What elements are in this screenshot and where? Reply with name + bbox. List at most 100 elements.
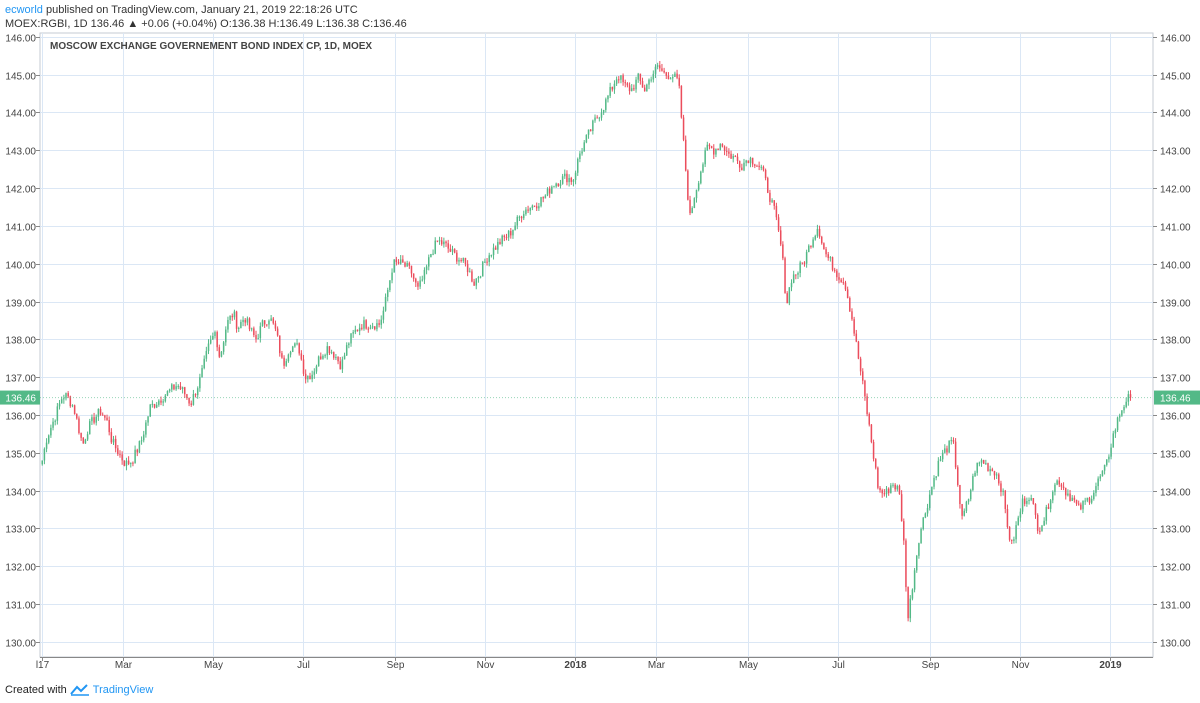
candle-down bbox=[527, 209, 529, 211]
candle-up bbox=[1015, 525, 1017, 540]
candle-up bbox=[1090, 499, 1093, 503]
candle-up bbox=[175, 386, 177, 390]
candle-up bbox=[805, 251, 808, 264]
candle-up bbox=[799, 262, 801, 273]
candle-up bbox=[719, 144, 722, 150]
candle-up bbox=[581, 151, 583, 154]
candle-up bbox=[469, 271, 471, 273]
candle-down bbox=[309, 375, 311, 380]
candle-up bbox=[203, 358, 205, 369]
candle-down bbox=[1064, 487, 1067, 496]
candle-up bbox=[1116, 417, 1119, 431]
candle-up bbox=[479, 276, 482, 278]
candle-down bbox=[684, 139, 687, 171]
y-tick-label-left: 131.00 bbox=[5, 601, 36, 612]
candle-up bbox=[507, 231, 510, 238]
candle-down bbox=[235, 311, 238, 329]
candle-down bbox=[542, 197, 544, 199]
y-tick-label-right: 142.00 bbox=[1160, 185, 1191, 196]
candle-up bbox=[706, 144, 709, 151]
candle-up bbox=[1067, 493, 1069, 496]
candle-down bbox=[779, 230, 782, 245]
candle-up bbox=[656, 65, 659, 67]
candle-up bbox=[1108, 456, 1110, 460]
candle-down bbox=[104, 415, 106, 418]
candle-up bbox=[816, 228, 819, 236]
candle-down bbox=[987, 463, 989, 472]
candle-up bbox=[421, 279, 424, 281]
x-tick-label: l17 bbox=[36, 660, 50, 671]
candle-up bbox=[97, 408, 100, 417]
candle-up bbox=[1110, 447, 1112, 457]
candle-down bbox=[548, 188, 551, 194]
candle-up bbox=[967, 499, 970, 502]
candle-down bbox=[717, 149, 719, 151]
candle-down bbox=[276, 328, 279, 336]
candle-up bbox=[553, 186, 555, 188]
candle-up bbox=[792, 274, 795, 283]
candle-down bbox=[108, 419, 110, 433]
last-price-label-right: 136.46 bbox=[1160, 394, 1191, 405]
y-tick-label-left: 134.00 bbox=[5, 488, 36, 499]
candle-down bbox=[633, 88, 635, 90]
y-tick-label-right: 136.00 bbox=[1160, 412, 1191, 423]
candle-down bbox=[1088, 497, 1091, 503]
candle-down bbox=[754, 164, 756, 166]
candle-up bbox=[354, 329, 357, 333]
candle-up bbox=[1026, 501, 1028, 504]
candle-up bbox=[1118, 415, 1121, 418]
author-name[interactable]: ecworld bbox=[5, 4, 43, 16]
candle-down bbox=[417, 282, 419, 287]
candle-down bbox=[231, 315, 234, 318]
candle-down bbox=[907, 587, 909, 619]
candle-up bbox=[743, 162, 745, 171]
candle-down bbox=[825, 249, 827, 255]
candle-up bbox=[585, 134, 588, 143]
candle-down bbox=[713, 148, 715, 155]
open-label: O: bbox=[220, 18, 232, 30]
x-tick-label: Sep bbox=[387, 660, 405, 671]
candle-up bbox=[270, 318, 272, 321]
candle-down bbox=[596, 117, 598, 119]
candle-up bbox=[501, 235, 503, 245]
candle-down bbox=[777, 217, 780, 231]
candle-down bbox=[857, 341, 860, 359]
change-value: +0.06 (+0.04%) bbox=[141, 18, 218, 30]
candle-down bbox=[248, 318, 251, 330]
candle-up bbox=[220, 351, 223, 357]
candle-down bbox=[447, 243, 449, 249]
candle-up bbox=[1099, 476, 1102, 479]
candle-up bbox=[259, 326, 262, 339]
candle-up bbox=[348, 343, 350, 346]
candle-up bbox=[458, 260, 460, 262]
y-tick-label-right: 134.00 bbox=[1160, 488, 1191, 499]
tradingview-brand[interactable]: TradingView bbox=[92, 684, 154, 696]
candle-down bbox=[775, 205, 778, 218]
candle-down bbox=[946, 448, 948, 453]
candle-down bbox=[93, 417, 95, 423]
candle-down bbox=[641, 81, 644, 88]
candle-up bbox=[607, 95, 609, 100]
y-tick-label-left: 132.00 bbox=[5, 563, 36, 574]
candle-down bbox=[820, 236, 823, 244]
candle-down bbox=[505, 237, 508, 239]
candle-down bbox=[263, 320, 266, 325]
candle-up bbox=[1019, 511, 1022, 518]
candle-up bbox=[322, 355, 324, 359]
candle-up bbox=[177, 386, 180, 388]
x-tick-label: Sep bbox=[922, 660, 940, 671]
candle-down bbox=[905, 540, 907, 588]
candle-up bbox=[147, 416, 149, 423]
candle-down bbox=[741, 167, 743, 171]
candle-down bbox=[78, 418, 80, 434]
chart-title: MOSCOW EXCHANGE GOVERNEMENT BOND INDEX C… bbox=[50, 41, 372, 52]
candle-down bbox=[1047, 506, 1050, 509]
candle-up bbox=[164, 395, 167, 402]
candle-down bbox=[1034, 503, 1037, 515]
candle-down bbox=[80, 433, 82, 438]
candle-up bbox=[969, 489, 972, 500]
y-tick-label-right: 141.00 bbox=[1160, 223, 1191, 234]
candle-down bbox=[337, 356, 339, 362]
candle-up bbox=[60, 399, 63, 404]
